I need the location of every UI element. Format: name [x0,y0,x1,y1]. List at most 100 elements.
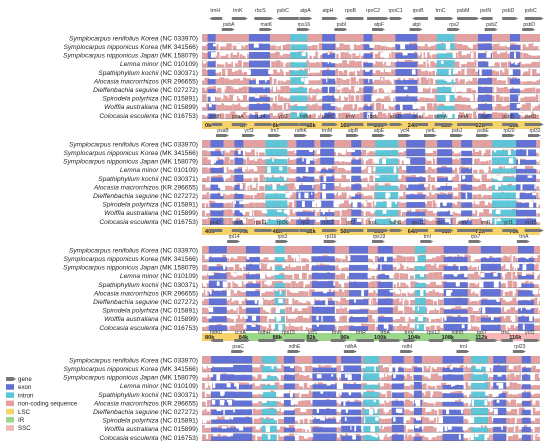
exon-block [480,324,501,331]
exon-block [443,282,468,288]
exon-block [320,140,335,148]
conservation-block [307,301,314,305]
variable-region [216,281,220,286]
conservation-block [471,62,475,68]
conservation-block [472,291,475,297]
conservation-block [420,392,425,398]
conservation-block [254,194,257,199]
conservation-block [408,267,415,271]
variable-region [262,209,268,214]
conservation-block [402,256,407,262]
conservation-block [490,203,493,208]
conservation-block [286,274,290,280]
intron-block [265,166,288,174]
variable-region [284,175,287,181]
exon-block [391,392,404,398]
conservation-block [276,377,279,381]
conservation-block [229,194,236,199]
conservation-block [536,192,540,199]
conservation-block [425,307,428,314]
conservation-block [207,419,211,424]
conservation-block [518,437,523,441]
exon-block [395,104,418,111]
variable-region [512,315,515,323]
position-tick-label: 4k [239,123,246,129]
variable-region [374,408,378,414]
conservation-block [279,408,281,415]
exon-block [207,69,216,76]
position-tick-label: 8k [273,123,280,129]
conservation-block [431,265,435,271]
exon-block [349,299,369,305]
conservation-block [338,78,341,85]
conservation-block [431,184,435,191]
exon-block [516,193,537,199]
conservation-block [226,209,231,217]
conservation-block [490,95,495,102]
conservation-block [334,281,339,288]
species-name: Spirodela polyrhiza [102,418,160,425]
conservation-block [271,319,275,323]
gene-arrow [299,123,313,126]
exon-block [395,79,418,85]
conservation-block [242,86,248,93]
conservation-block [357,61,362,68]
gene-arrow [434,123,454,126]
variable-region [367,112,371,119]
conservation-block [252,383,255,390]
variable-region [340,95,345,101]
exon-block [443,266,468,271]
conservation-block [396,152,402,156]
conservation-block [428,87,431,93]
variable-region [401,218,403,223]
conservation-block [308,114,313,119]
variable-region [264,218,268,223]
conservation-block [268,318,272,323]
conservation-block [243,46,246,50]
conservation-block [401,425,406,433]
conservation-block [241,107,245,111]
variable-region [417,307,419,311]
gene-label: psaI [413,114,423,120]
exon-block [320,212,335,217]
conservation-block [477,265,480,271]
conservation-block [344,289,350,297]
conservation-block [338,284,344,288]
variable-region [447,112,453,119]
variable-region [379,434,384,440]
conservation-block [367,202,372,208]
variable-region [272,158,274,162]
variable-region [301,52,306,57]
variable-region [254,158,258,161]
variable-region [515,192,520,199]
conservation-block [280,62,282,68]
exon-block [493,418,507,424]
gene-arrow [254,17,274,20]
intron-block [436,53,455,59]
variable-region [208,307,214,313]
conservation-block [458,152,461,156]
conservation-block [262,280,267,288]
conservation-block [221,68,227,76]
conservation-block [289,194,291,199]
variable-region [336,391,339,397]
variable-region [309,149,313,153]
conservation-block [340,78,342,85]
intron-block [471,366,489,372]
exon-block [311,324,335,331]
conservation-block [374,79,381,85]
exon-block [233,391,253,398]
gene-arrow [372,28,385,31]
conservation-block [225,202,232,208]
exon-block [312,384,337,390]
conservation-block [423,169,428,174]
gene-label: accD [390,114,402,120]
variable-region [341,281,345,288]
variable-region [534,184,536,190]
exon-block [296,211,315,217]
conservation-block [293,158,295,165]
conservation-block [226,317,231,323]
conservation-block [519,429,525,433]
gene-arrow [398,134,411,137]
intron-block [265,177,288,182]
